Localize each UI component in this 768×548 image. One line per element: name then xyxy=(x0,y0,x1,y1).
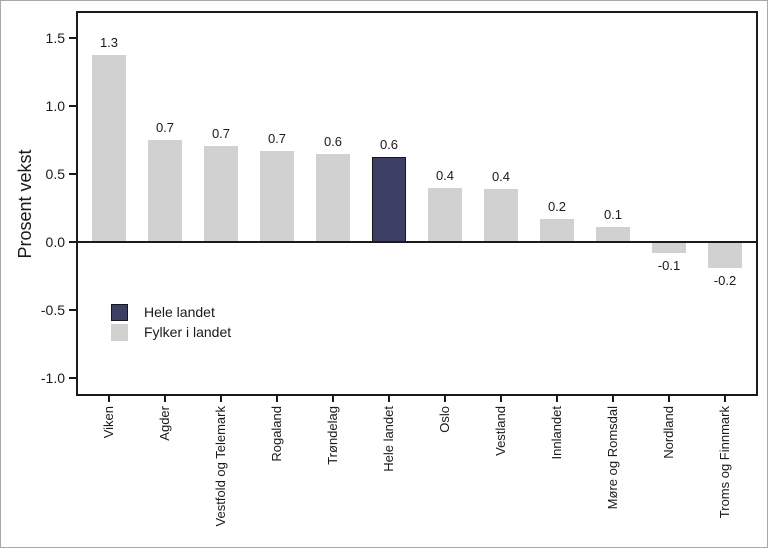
y-axis-tick xyxy=(69,309,76,312)
x-axis-category-label: Møre og Romsdal xyxy=(605,406,620,510)
y-axis-tick-label: 1.0 xyxy=(45,98,65,115)
bar-value-label: 0.7 xyxy=(267,131,287,147)
x-axis-tick xyxy=(108,396,110,402)
zero-axis-line xyxy=(76,241,758,244)
x-axis-tick xyxy=(500,396,502,402)
bar-value-label: 0.7 xyxy=(211,125,231,141)
x-axis-category-label: Troms og Finnmark xyxy=(717,406,732,519)
bar xyxy=(540,219,574,243)
legend-item-fylker: Fylker i landet xyxy=(111,324,231,341)
bar-highlight xyxy=(372,156,406,243)
x-axis-category-label: Innlandet xyxy=(549,406,564,460)
bar-value-label: 1.3 xyxy=(99,34,119,50)
y-axis-tick-label: 0.5 xyxy=(45,166,65,183)
legend-swatch-fylker xyxy=(111,324,128,341)
legend-label: Hele landet xyxy=(144,304,215,320)
x-axis-category-label: Nordland xyxy=(661,406,676,459)
x-axis-tick xyxy=(276,396,278,402)
bar-value-label: 0.6 xyxy=(323,133,343,149)
y-axis-tick xyxy=(69,241,76,244)
bar-value-label: -0.1 xyxy=(657,258,681,274)
x-axis-category-label: Vestfold og Telemark xyxy=(213,406,228,527)
bar-value-label: 0.6 xyxy=(379,136,399,152)
plot-panel xyxy=(76,11,758,396)
x-axis-tick xyxy=(444,396,446,402)
x-axis-tick xyxy=(724,396,726,402)
bar-value-label: 0.4 xyxy=(491,169,511,185)
x-axis-tick xyxy=(668,396,670,402)
y-axis-tick-label: 0.0 xyxy=(45,234,65,251)
x-axis-category-label: Oslo xyxy=(437,406,452,433)
legend: Hele landet Fylker i landet xyxy=(111,304,231,344)
bar xyxy=(652,242,686,254)
bar-value-label: -0.2 xyxy=(713,273,737,289)
bar xyxy=(428,187,462,243)
x-axis-category-label: Agder xyxy=(157,406,172,441)
bar-value-label: 0.4 xyxy=(435,167,455,183)
x-axis-tick xyxy=(332,396,334,402)
y-axis-tick-label: 1.5 xyxy=(45,30,65,47)
x-axis-category-label: Vestland xyxy=(493,406,508,456)
y-axis-tick xyxy=(69,173,76,176)
bar xyxy=(708,242,742,269)
bar xyxy=(484,189,518,243)
legend-label: Fylker i landet xyxy=(144,324,232,340)
bar-value-label: 0.2 xyxy=(547,199,567,215)
x-axis-category-label: Trøndelag xyxy=(325,406,340,465)
x-axis-tick xyxy=(388,396,390,402)
x-axis-tick xyxy=(612,396,614,402)
x-axis-category-label: Viken xyxy=(101,406,116,439)
legend-swatch-hele-landet xyxy=(111,304,128,321)
y-axis-tick xyxy=(69,377,76,380)
x-axis-category-label: Rogaland xyxy=(269,406,284,462)
bar xyxy=(92,54,126,243)
y-axis-tick-label: -0.5 xyxy=(40,302,65,319)
x-axis-tick xyxy=(164,396,166,402)
x-axis-tick xyxy=(220,396,222,402)
bar xyxy=(260,151,294,243)
bar xyxy=(148,140,182,243)
bar xyxy=(316,153,350,243)
x-axis-category-label: Hele landet xyxy=(381,406,396,472)
legend-item-hele-landet: Hele landet xyxy=(111,304,231,321)
x-axis-tick xyxy=(556,396,558,402)
bar xyxy=(204,145,238,243)
bar xyxy=(596,227,630,243)
y-axis-tick xyxy=(69,105,76,108)
y-axis-tick-label: -1.0 xyxy=(40,370,65,387)
y-axis-tick xyxy=(69,37,76,40)
bar-value-label: 0.1 xyxy=(603,207,623,223)
bar-value-label: 0.7 xyxy=(155,120,175,136)
